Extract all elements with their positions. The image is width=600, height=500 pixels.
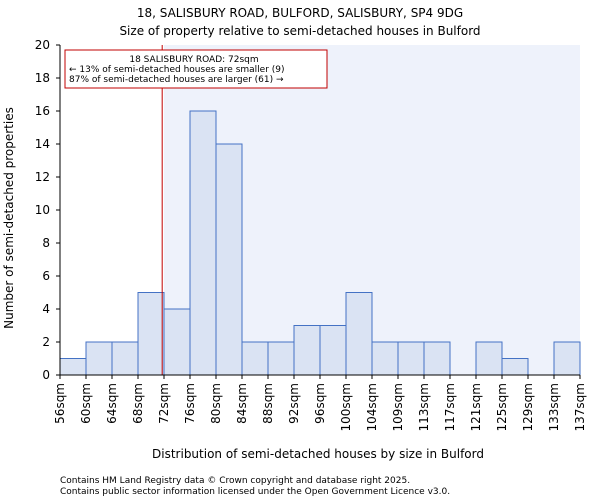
bar-60sqm [85,341,113,376]
bar-125sqm [501,358,529,376]
y-tick-label: 14 [35,137,50,151]
y-tick-label: 12 [35,170,50,184]
bar-56sqm [59,358,87,376]
annotation-line-2: ← 13% of semi-detached houses are smalle… [69,65,285,75]
y-tick-label: 2 [42,335,50,349]
y-tick-label: 20 [35,38,50,52]
x-tick-label: 104sqm [365,383,379,431]
bar-76sqm [189,110,217,376]
x-tick-label: 137sqm [573,383,587,431]
bar-109sqm [397,341,425,376]
bars-group [59,110,581,376]
x-tick-label: 125sqm [495,383,509,431]
x-tick-label: 88sqm [261,383,275,424]
footer-line-2: Contains public sector information licen… [60,487,450,497]
y-tick-label: 4 [42,302,50,316]
y-ticks-group: 0 2 4 6 8 10 12 14 16 18 20 [35,38,60,382]
annotation-box: 18 SALISBURY ROAD: 72sqm ← 13% of semi-d… [64,49,328,89]
x-tick-label: 117sqm [443,383,457,431]
x-tick-label: 56sqm [53,383,67,424]
x-tick-label: 60sqm [79,383,93,424]
x-axis-label: Distribution of semi-detached houses by … [152,447,484,461]
x-ticks-group: 56sqm 60sqm 64sqm 68sqm 72sqm 76sqm 80sqm 84sqm… [53,375,587,431]
y-tick-label: 6 [42,269,50,283]
annotation-line-3: 87% of semi-detached houses are larger (… [69,75,284,85]
x-tick-label: 109sqm [391,383,405,431]
bar-68sqm [137,292,165,376]
y-tick-label: 16 [35,104,50,118]
bar-96sqm [319,325,347,376]
bar-80sqm [215,143,243,376]
x-tick-label: 84sqm [235,383,249,424]
bar-88sqm [267,341,295,376]
bar-92sqm [293,325,321,376]
bar-104sqm [371,341,399,376]
chart-title: 18, SALISBURY ROAD, BULFORD, SALISBURY, … [137,6,463,20]
x-tick-label: 133sqm [547,383,561,431]
annotation-border [64,49,328,89]
footer-line-1: Contains HM Land Registry data © Crown c… [60,476,410,486]
bar-133sqm [553,341,581,376]
y-tick-label: 0 [42,368,50,382]
x-tick-label: 92sqm [287,383,301,424]
y-axis-label: Number of semi-detached properties [2,107,16,329]
x-tick-label: 100sqm [339,383,353,431]
bar-72sqm [163,308,191,376]
x-tick-label: 121sqm [469,383,483,431]
x-tick-label: 68sqm [131,383,145,424]
y-tick-label: 10 [35,203,50,217]
x-tick-label: 76sqm [183,383,197,424]
annotation-line-1: 18 SALISBURY ROAD: 72sqm [129,55,258,65]
x-tick-label: 64sqm [105,383,119,424]
bar-121sqm [475,341,503,376]
y-tick-label: 18 [35,71,50,85]
bar-113sqm [423,341,451,376]
x-tick-label: 80sqm [209,383,223,424]
y-tick-label: 8 [42,236,50,250]
bar-84sqm [241,341,269,376]
bar-64sqm [111,341,139,376]
x-tick-label: 96sqm [313,383,327,424]
bar-100sqm [345,292,373,376]
x-tick-label: 113sqm [417,383,431,431]
x-tick-label: 129sqm [521,383,535,431]
x-tick-label: 72sqm [157,383,171,424]
chart-subtitle: Size of property relative to semi-detach… [119,24,480,38]
